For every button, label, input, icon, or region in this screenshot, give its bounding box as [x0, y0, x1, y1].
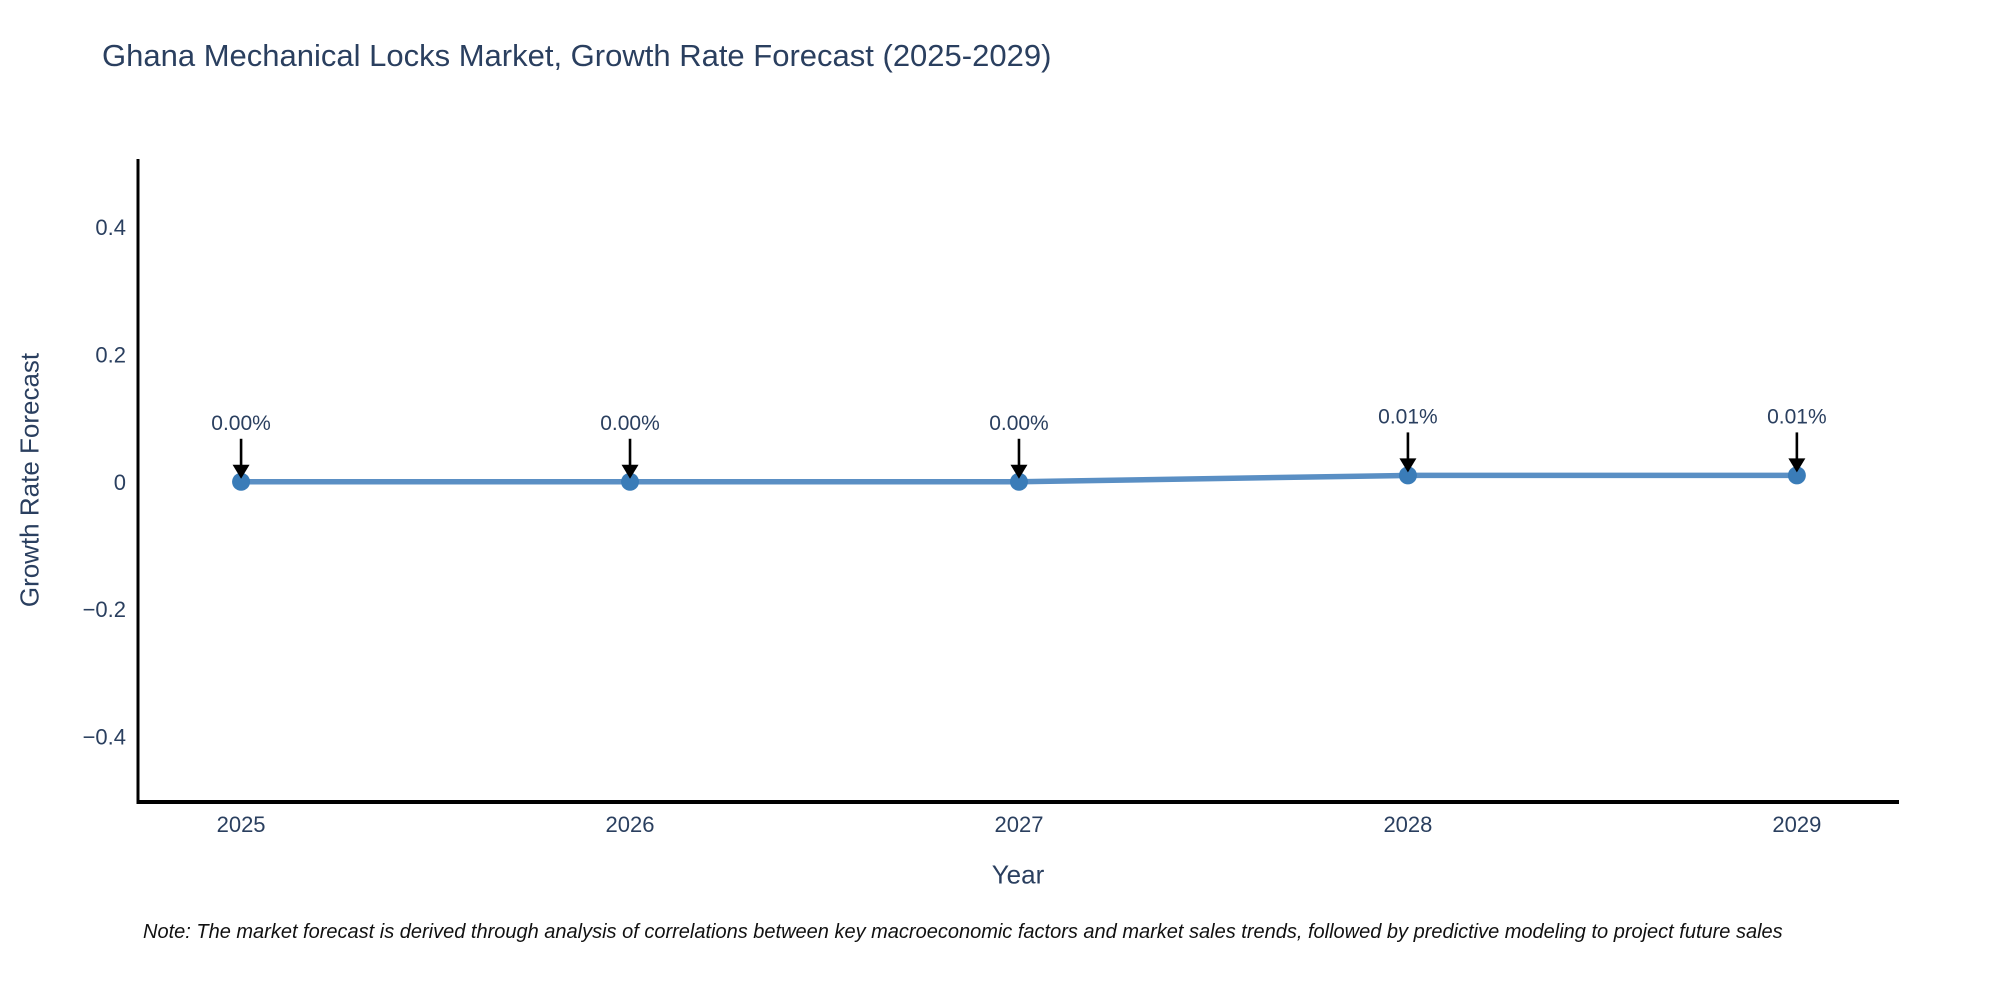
x-tick-label: 2028: [1383, 812, 1432, 837]
x-tick-label: 2025: [217, 812, 266, 837]
annotation-arrowhead-icon: [1788, 458, 1806, 473]
annotation-label: 0.00%: [600, 412, 660, 435]
y-tick-label: −0.2: [83, 597, 126, 622]
annotation-arrowhead-icon: [1010, 464, 1028, 479]
chart-note: Note: The market forecast is derived thr…: [143, 921, 1783, 943]
annotation-label: 0.00%: [989, 412, 1049, 435]
data-point-marker[interactable]: [621, 472, 640, 491]
chart-title: Ghana Mechanical Locks Market, Growth Ra…: [102, 38, 1052, 73]
x-tick-label: 2029: [1772, 812, 1821, 837]
annotation-label: 0.01%: [1378, 405, 1438, 428]
annotation-label: 0.00%: [211, 412, 271, 435]
y-tick-label: −0.4: [83, 724, 126, 749]
annotation-arrowhead-icon: [232, 464, 250, 479]
annotation-arrowhead-icon: [621, 464, 639, 479]
y-tick-label: 0.2: [95, 342, 126, 367]
annotation-label: 0.01%: [1767, 405, 1827, 428]
x-axis-title: Year: [991, 859, 1045, 890]
x-tick-label: 2026: [606, 812, 655, 837]
data-point-marker[interactable]: [1009, 472, 1028, 491]
annotation-arrowhead-icon: [1399, 458, 1417, 473]
data-point-marker[interactable]: [1787, 466, 1806, 485]
x-tick-label: 2027: [994, 812, 1043, 837]
y-tick-label: 0: [114, 470, 126, 495]
y-tick-label: 0.4: [95, 215, 126, 240]
data-point-marker[interactable]: [1398, 466, 1417, 485]
data-point-marker[interactable]: [232, 472, 251, 491]
